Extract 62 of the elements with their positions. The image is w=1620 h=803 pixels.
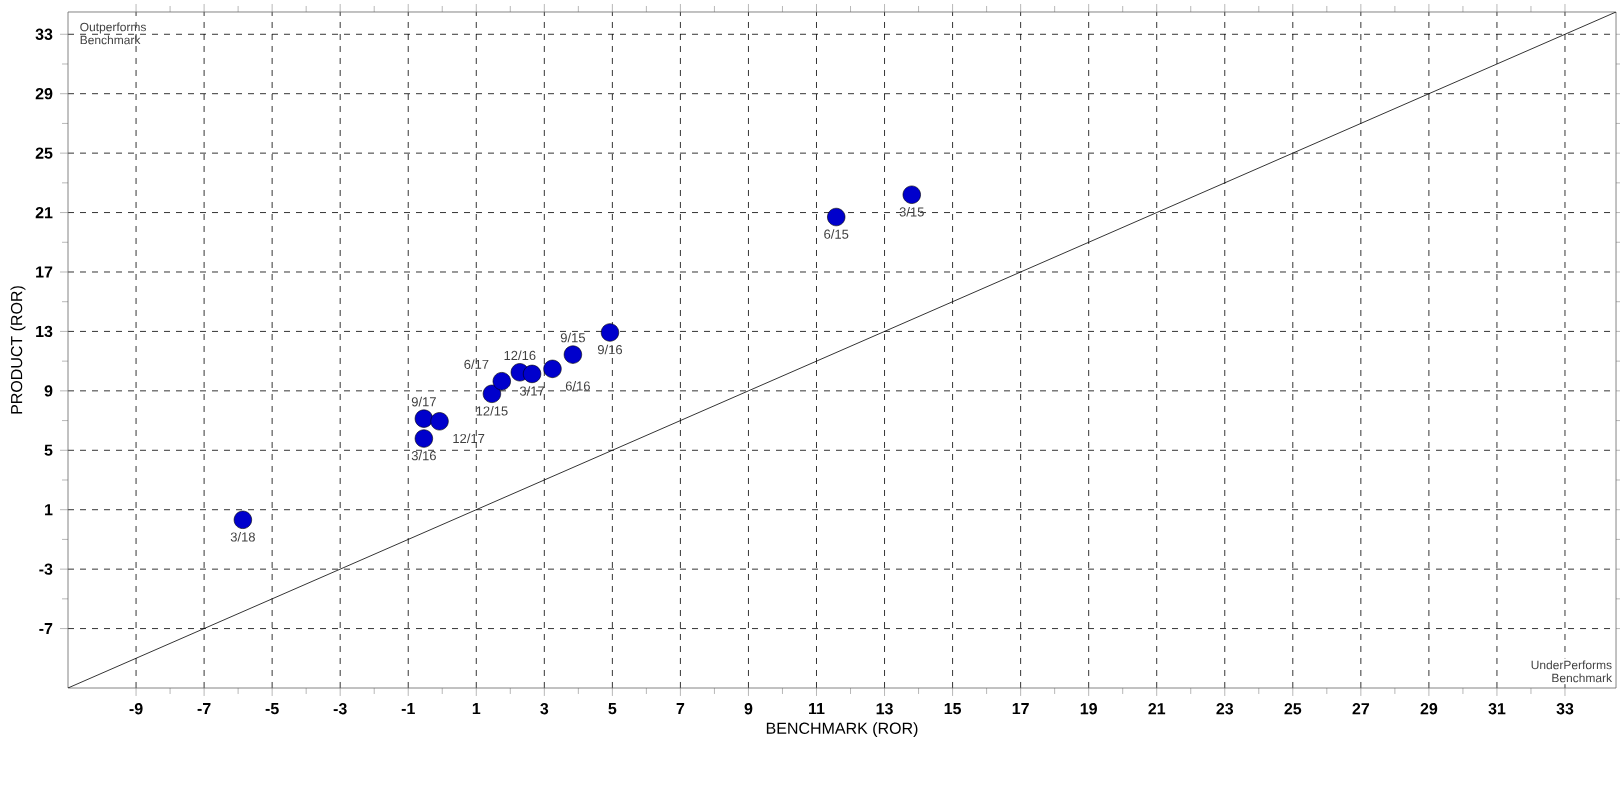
- x-tick-label: 3: [540, 703, 549, 715]
- y-tick-label: 21: [35, 206, 53, 219]
- point: [902, 185, 921, 204]
- annotation: 12/17: [453, 433, 485, 444]
- x-tick-label: 25: [1284, 703, 1302, 715]
- y-tick-label: 9: [44, 385, 53, 397]
- x-tick-label: -1: [401, 703, 415, 715]
- point: [482, 384, 502, 403]
- point: [522, 364, 542, 384]
- y-tick-label: 13: [36, 325, 53, 338]
- annotation: 12/15: [476, 406, 508, 416]
- x-tick-label: 13: [876, 703, 893, 715]
- y-tick-label: -7: [39, 623, 53, 635]
- point: [233, 510, 252, 529]
- x-tick-label: -3: [333, 703, 347, 715]
- point: [543, 359, 562, 378]
- x-tick-label: 9: [744, 703, 753, 715]
- y-tick-label: 1: [45, 504, 53, 516]
- point: [827, 207, 846, 227]
- annotation: 9/15: [560, 332, 585, 343]
- y-axis-title: PRODUCT (ROR): [10, 286, 26, 414]
- y-tick-label: 25: [35, 147, 53, 159]
- annotation: 3/16: [411, 450, 436, 461]
- annotation: 3/17: [519, 386, 545, 396]
- point: [414, 429, 433, 448]
- x-tick-label: 11: [809, 703, 825, 715]
- annotation: 9/17: [411, 396, 436, 407]
- x-axis-title: BENCHMARK (ROR): [766, 722, 918, 738]
- point: [430, 412, 449, 431]
- annotation: UnderPerforms Benchmark: [1531, 660, 1613, 683]
- annotation: Outperforms Benchmark: [80, 22, 146, 45]
- annotation: 9/16: [597, 344, 623, 355]
- x-tick-label: 1: [472, 703, 481, 715]
- x-tick-label: 19: [1080, 703, 1097, 715]
- y-tick-label: -3: [39, 563, 53, 575]
- y-tick-label: 29: [35, 88, 53, 100]
- x-tick-label: -5: [265, 703, 279, 715]
- annotation: 3/18: [230, 532, 255, 542]
- annotation: 12/16: [504, 350, 536, 361]
- y-tick-label: 33: [35, 28, 53, 40]
- x-tick-label: 29: [1420, 703, 1438, 715]
- point: [563, 345, 582, 364]
- y-tick-label: 17: [36, 266, 53, 278]
- x-tick-label: -9: [129, 703, 143, 715]
- x-tick-label: 21: [1148, 703, 1166, 715]
- x-tick-label: 7: [676, 703, 685, 715]
- x-tick-label: -7: [197, 703, 211, 715]
- annotation: 6/16: [565, 381, 590, 391]
- x-tick-label: 5: [608, 703, 617, 715]
- point: [600, 323, 620, 342]
- point: [492, 372, 511, 391]
- x-tick-label: 23: [1216, 703, 1234, 715]
- annotation: 6/17: [464, 359, 489, 369]
- x-tick-label: 27: [1352, 703, 1370, 715]
- annotation: 6/15: [824, 229, 849, 239]
- annotation: 3/15: [899, 206, 924, 217]
- y-tick-label: 5: [44, 444, 53, 456]
- x-tick-label: 33: [1556, 703, 1574, 715]
- x-tick-label: 15: [944, 703, 962, 715]
- x-tick-label: 17: [1012, 703, 1029, 715]
- point: [414, 409, 433, 428]
- x-tick-label: 31: [1488, 703, 1506, 715]
